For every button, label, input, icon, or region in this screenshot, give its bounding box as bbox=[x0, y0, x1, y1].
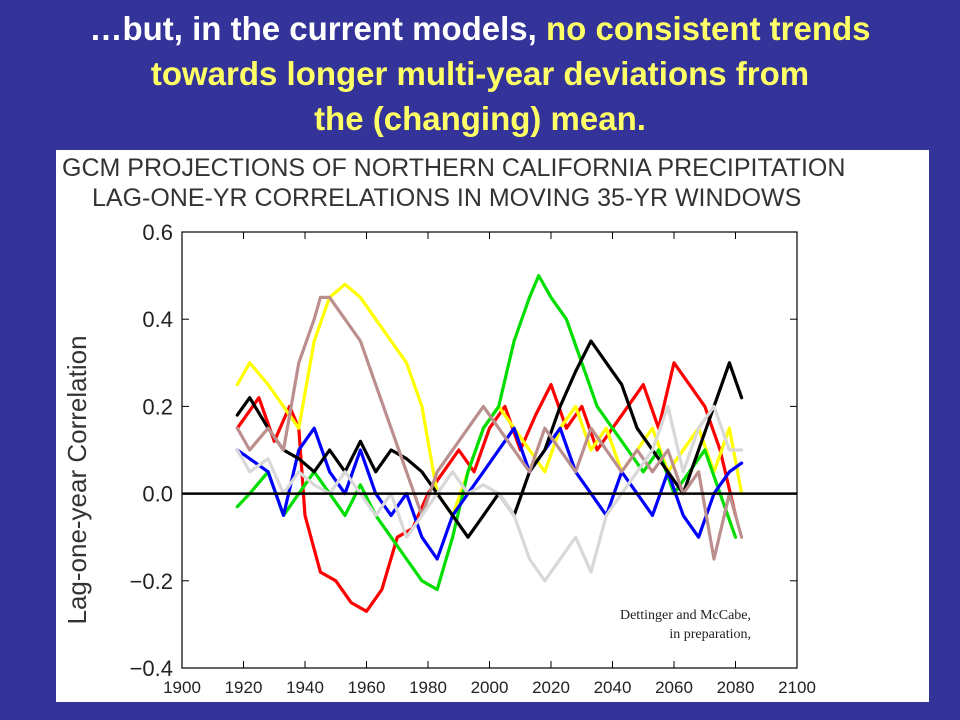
series-line-5 bbox=[235, 339, 744, 539]
x-tick-label: 1900 bbox=[163, 678, 201, 697]
chart-subtitle: LAG-ONE-YR CORRELATIONS IN MOVING 35-YR … bbox=[92, 184, 801, 212]
chart-title: GCM PROJECTIONS OF NORTHERN CALIFORNIA P… bbox=[62, 154, 845, 182]
slide-title: …but, in the current models, no consiste… bbox=[0, 6, 960, 141]
x-tick-label: 2100 bbox=[778, 678, 816, 697]
x-tick-label: 2080 bbox=[717, 678, 755, 697]
y-axis-label: Lag-one-year Correlation bbox=[62, 335, 92, 624]
plot-frame bbox=[181, 231, 798, 669]
credit-line1: Dettinger and McCabe, bbox=[619, 608, 751, 623]
credit-note: Dettinger and McCabe, in preparation, bbox=[551, 606, 751, 644]
series-line-6 bbox=[235, 295, 744, 561]
x-tick-label: 1960 bbox=[348, 678, 386, 697]
y-tick-label: −0.2 bbox=[130, 569, 173, 594]
title-line1-a: …but, in the current models, bbox=[89, 10, 546, 47]
title-line2: towards longer multi-year deviations fro… bbox=[150, 55, 810, 92]
series-line-7 bbox=[235, 404, 744, 583]
chart-svg: GCM PROJECTIONS OF NORTHERN CALIFORNIA P… bbox=[62, 154, 845, 697]
y-ticks: −0.4 −0.2 0.0 0.2 0.4 0.6 bbox=[130, 220, 797, 681]
x-tick-label: 1920 bbox=[225, 678, 263, 697]
x-tick-label: 2040 bbox=[594, 678, 632, 697]
x-tick-label: 1980 bbox=[409, 678, 447, 697]
y-tick-label: 0.0 bbox=[142, 482, 173, 507]
y-tick-label: 0.6 bbox=[142, 220, 173, 245]
x-tick-label: 2000 bbox=[471, 678, 509, 697]
y-tick-label: 0.4 bbox=[142, 307, 173, 332]
title-line1-b: no consistent trends bbox=[546, 10, 871, 47]
series-line-1 bbox=[235, 361, 738, 613]
x-ticks: 1900 1920 1940 1960 1980 2000 2020 2040 2060 2080… bbox=[163, 232, 816, 697]
y-tick-label: −0.4 bbox=[130, 656, 173, 681]
title-line3: the (changing) mean. bbox=[314, 100, 646, 137]
y-tick-label: 0.2 bbox=[142, 394, 173, 419]
x-tick-label: 2020 bbox=[532, 678, 570, 697]
credit-line2: in preparation, bbox=[669, 627, 751, 642]
x-tick-label: 1940 bbox=[286, 678, 324, 697]
x-tick-label: 2060 bbox=[655, 678, 693, 697]
series-group bbox=[235, 273, 744, 613]
chart-panel: GCM PROJECTIONS OF NORTHERN CALIFORNIA P… bbox=[56, 150, 929, 702]
